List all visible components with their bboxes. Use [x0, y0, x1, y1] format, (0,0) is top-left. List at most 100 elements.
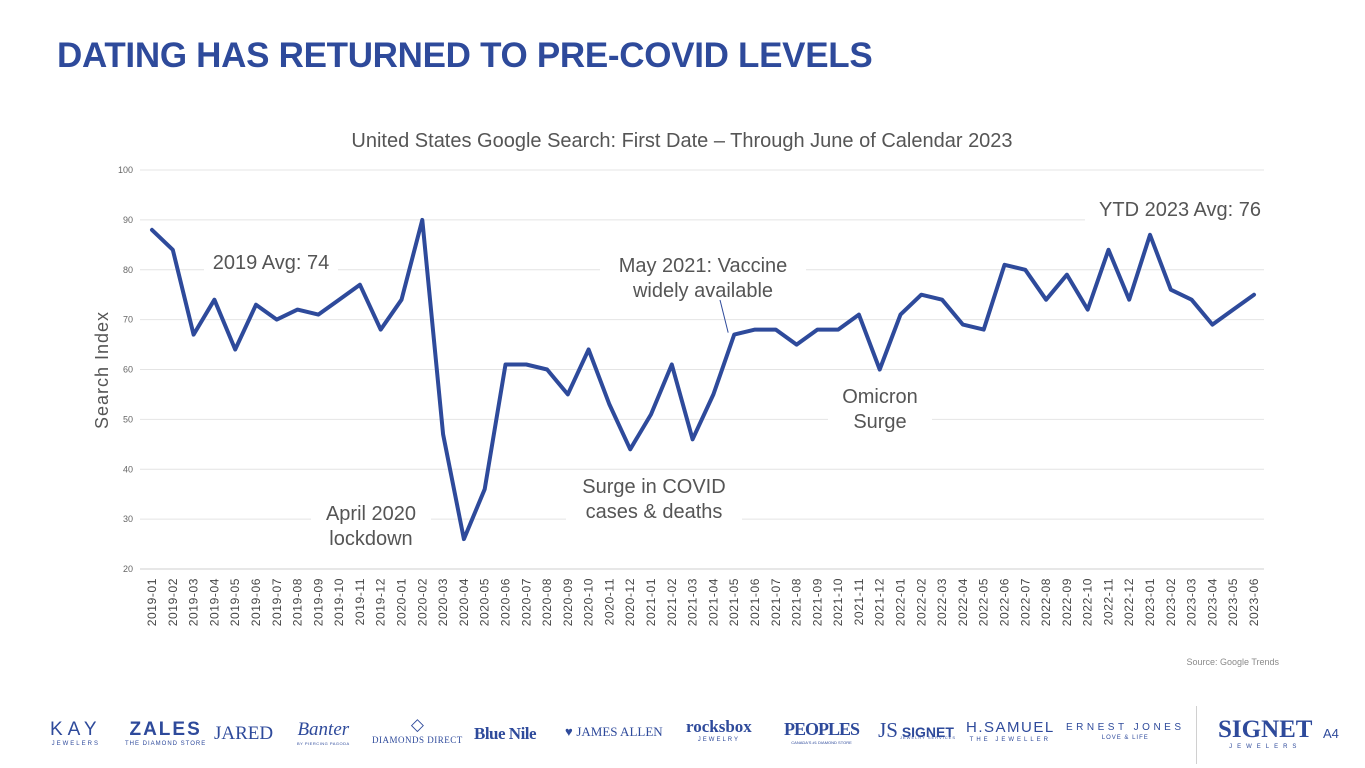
- x-tick-label: 2023-06: [1247, 578, 1261, 626]
- y-tick-label: 90: [123, 215, 133, 225]
- page-number: A4: [1323, 726, 1339, 741]
- annotation-label: 2019 Avg: 74: [213, 252, 329, 274]
- signet-jewelers-logo: SIGNET JEWELERS: [1218, 716, 1313, 750]
- h-samuel-logo: H.SAMUEL THE JEWELLER: [966, 719, 1055, 743]
- js-monogram-icon: JS: [878, 718, 898, 742]
- y-tick-label: 40: [123, 464, 133, 474]
- y-tick-label: 100: [118, 165, 133, 175]
- x-tick-label: 2019-03: [187, 578, 201, 626]
- brand-logo-strip: KAY JEWELERS ZALES THE DIAMOND STORE JAR…: [0, 706, 1365, 768]
- x-tick-label: 2020-09: [561, 578, 575, 626]
- x-tick-label: 2020-07: [519, 578, 533, 626]
- signet-jewelry-services-logo: JS SIGNET JEWELRY SERVICES: [878, 718, 957, 742]
- line-chart: United States Google Search: First Date …: [92, 130, 1275, 627]
- x-tick-label: 2019-10: [332, 578, 346, 626]
- x-tick-label: 2021-01: [644, 578, 658, 626]
- x-tick-label: 2020-08: [540, 578, 554, 626]
- y-tick-label: 20: [123, 564, 133, 574]
- y-axis-label: Search Index: [92, 311, 112, 429]
- x-tick-label: 2021-07: [769, 578, 783, 626]
- x-tick-label: 2020-12: [623, 578, 637, 626]
- x-tick-label: 2021-09: [810, 578, 824, 626]
- zales-logo: ZALES THE DIAMOND STORE: [125, 719, 207, 747]
- x-tick-label: 2020-06: [498, 578, 512, 626]
- chart-title: United States Google Search: First Date …: [351, 130, 1012, 152]
- x-tick-label: 2021-10: [831, 578, 845, 626]
- annotation-label: Surge in COVID cases & deaths: [582, 476, 725, 523]
- x-tick-label: 2019-04: [207, 578, 221, 626]
- x-tick-label: 2022-07: [1018, 578, 1032, 626]
- peoples-logo: PEOPLES CANADA'S #1 DIAMOND STORE: [784, 719, 860, 745]
- x-tick-label: 2021-08: [790, 578, 804, 626]
- x-tick-label: 2022-01: [894, 578, 908, 626]
- x-tick-label: 2020-11: [602, 578, 616, 625]
- x-tick-label: 2020-10: [582, 578, 596, 626]
- annotation-box: [566, 474, 742, 528]
- x-tick-label: 2021-05: [727, 578, 741, 626]
- rocksbox-logo: rocksbox JEWELRY: [686, 717, 752, 743]
- x-tick-label: 2022-06: [997, 578, 1011, 626]
- annotation-label: Omicron Surge: [842, 386, 918, 433]
- x-tick-label: 2020-02: [415, 578, 429, 626]
- jared-logo: JARED: [214, 723, 274, 744]
- annotation-label: YTD 2023 Avg: 76: [1099, 199, 1261, 221]
- annotation-box: [1085, 197, 1275, 226]
- y-tick-label: 50: [123, 414, 133, 424]
- annotation-box: [600, 253, 806, 307]
- x-tick-label: 2021-02: [665, 578, 679, 626]
- x-tick-label: 2023-05: [1226, 578, 1240, 626]
- x-tick-label: 2020-05: [478, 578, 492, 626]
- x-tick-label: 2022-11: [1101, 578, 1115, 625]
- x-tick-label: 2020-03: [436, 578, 450, 626]
- annotation-box: [204, 250, 338, 279]
- x-tick-label: 2020-01: [395, 578, 409, 626]
- x-tick-label: 2023-04: [1205, 578, 1219, 626]
- x-tick-label: 2020-04: [457, 578, 471, 626]
- x-tick-label: 2019-06: [249, 578, 263, 626]
- x-tick-label: 2019-08: [291, 578, 305, 626]
- diamond-icon: ◇: [410, 715, 424, 734]
- blue-nile-logo: Blue Nile: [474, 724, 537, 743]
- x-tick-label: 2022-05: [977, 578, 991, 626]
- x-tick-label: 2023-02: [1164, 578, 1178, 626]
- source-note: Source: Google Trends: [1186, 657, 1279, 667]
- logo-divider: [1196, 706, 1197, 764]
- x-tick-label: 2019-12: [374, 578, 388, 626]
- y-tick-label: 70: [123, 315, 133, 325]
- x-tick-label: 2022-03: [935, 578, 949, 626]
- x-tick-label: 2019-01: [145, 578, 159, 626]
- y-tick-label: 80: [123, 265, 133, 275]
- annotation-box: [311, 501, 431, 555]
- annotation-leader-line: [719, 299, 729, 333]
- x-tick-label: 2021-12: [873, 578, 887, 626]
- ernest-jones-logo: ERNEST JONES LOVE & LIFE: [1066, 722, 1185, 742]
- x-tick-label: 2021-04: [706, 578, 720, 626]
- james-allen-logo: ♥ JAMES ALLEN: [565, 724, 663, 739]
- x-tick-label: 2022-10: [1081, 578, 1095, 626]
- kay-logo: KAY JEWELERS: [50, 719, 102, 747]
- x-tick-label: 2022-04: [956, 578, 970, 626]
- x-tick-label: 2019-09: [311, 578, 325, 626]
- annotation-label: April 2020 lockdown: [326, 503, 416, 550]
- annotation-label: May 2021: Vaccine widely available: [619, 255, 788, 302]
- slide-title: DATING HAS RETURNED TO PRE-COVID LEVELS: [57, 36, 873, 75]
- x-tick-label: 2019-07: [270, 578, 284, 626]
- y-tick-label: 60: [123, 365, 133, 375]
- banter-logo: Banter BY PIERCING PAGODA: [297, 719, 350, 746]
- y-tick-label: 30: [123, 514, 133, 524]
- x-tick-label: 2021-11: [852, 578, 866, 625]
- x-tick-label: 2022-02: [914, 578, 928, 626]
- diamonds-direct-logo: ◇ DIAMONDS DIRECT: [372, 715, 463, 745]
- x-tick-label: 2022-09: [1060, 578, 1074, 626]
- x-tick-label: 2019-11: [353, 578, 367, 625]
- x-tick-label: 2019-02: [166, 578, 180, 626]
- x-tick-label: 2021-06: [748, 578, 762, 626]
- x-tick-label: 2023-01: [1143, 578, 1157, 626]
- x-tick-label: 2019-05: [228, 578, 242, 626]
- annotation-box: [828, 384, 932, 438]
- x-tick-label: 2022-12: [1122, 578, 1136, 626]
- heart-icon: ♥: [565, 724, 577, 739]
- x-tick-label: 2022-08: [1039, 578, 1053, 626]
- series-line-first-date: [150, 217, 1256, 542]
- x-tick-label: 2023-03: [1185, 578, 1199, 626]
